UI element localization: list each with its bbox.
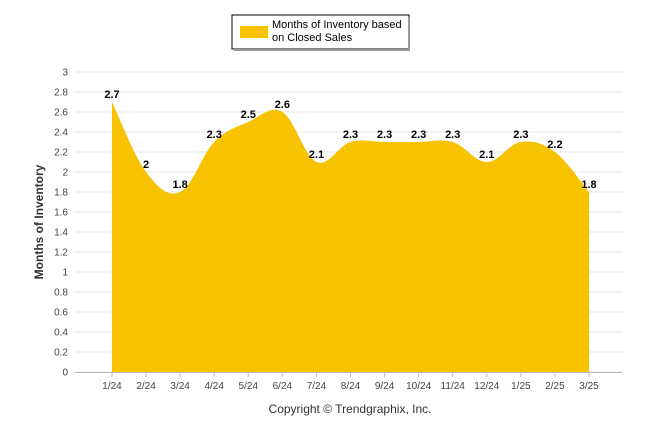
data-label: 1.8 bbox=[172, 179, 187, 191]
x-tick-label: 10/24 bbox=[406, 381, 431, 392]
data-label: 2.3 bbox=[207, 129, 222, 141]
y-tick-label: 2.6 bbox=[54, 108, 68, 119]
data-labels: 2.7 2 1.8 2.3 2.5 2.6 2.1 2.3 2.3 2.3 2.3 2.1 2.3 2.2… bbox=[104, 89, 596, 191]
y-tick-label: 2.2 bbox=[54, 148, 68, 159]
copyright-footer: Copyright © Trendgraphix, Inc. bbox=[269, 402, 432, 416]
y-tick-label: 2.8 bbox=[54, 88, 68, 99]
y-tick-label: 1.8 bbox=[54, 188, 68, 199]
data-label: 2 bbox=[143, 159, 149, 171]
x-tick-label: 9/24 bbox=[375, 381, 395, 392]
area-series bbox=[112, 102, 589, 372]
x-tick-label: 2/25 bbox=[545, 381, 565, 392]
legend-swatch bbox=[240, 26, 268, 38]
y-tick-label: 0.2 bbox=[54, 348, 68, 359]
x-tick-label: 6/24 bbox=[273, 381, 293, 392]
y-tick-label: 0.4 bbox=[54, 328, 68, 339]
x-tick-label: 3/24 bbox=[170, 381, 190, 392]
data-label: 2.1 bbox=[479, 149, 494, 161]
data-label: 2.3 bbox=[411, 129, 426, 141]
x-tick-label: 8/24 bbox=[341, 381, 361, 392]
y-tick-label: 2 bbox=[62, 168, 68, 179]
data-label: 2.3 bbox=[445, 129, 460, 141]
area-fill bbox=[112, 102, 589, 372]
x-tick-labels: 1/24 2/24 3/24 4/24 5/24 6/24 7/24 8/24 9/24 10/2… bbox=[102, 381, 599, 392]
x-tick-label: 11/24 bbox=[441, 381, 466, 392]
x-tick-label: 3/25 bbox=[579, 381, 599, 392]
y-axis-label: Months of Inventory bbox=[32, 164, 46, 279]
data-label: 2.2 bbox=[547, 139, 562, 151]
y-tick-label: 3 bbox=[62, 68, 68, 79]
data-label: 2.1 bbox=[309, 149, 324, 161]
y-tick-label: 1.2 bbox=[54, 248, 68, 259]
x-tick-label: 2/24 bbox=[136, 381, 156, 392]
data-label: 2.7 bbox=[104, 89, 119, 101]
y-tick-labels: 0 0.2 0.4 0.6 0.8 1 1.2 1.4 1.6 1.8 2 2.2 2.4 2.6 2.8 3 bbox=[54, 68, 68, 379]
data-label: 2.6 bbox=[275, 99, 290, 111]
x-tick-label: 1/25 bbox=[511, 381, 531, 392]
x-tick-label: 1/24 bbox=[102, 381, 122, 392]
y-tick-label: 1.4 bbox=[54, 228, 68, 239]
x-axis bbox=[75, 372, 622, 377]
legend-label-line-2: on Closed Sales bbox=[272, 32, 353, 44]
data-label: 2.3 bbox=[343, 129, 358, 141]
x-tick-label: 12/24 bbox=[474, 381, 499, 392]
x-tick-label: 4/24 bbox=[204, 381, 224, 392]
data-label: 2.3 bbox=[513, 129, 528, 141]
y-tick-label: 0.8 bbox=[54, 288, 68, 299]
x-tick-label: 5/24 bbox=[239, 381, 259, 392]
legend-label-line-1: Months of Inventory based bbox=[272, 19, 402, 31]
data-label: 1.8 bbox=[581, 179, 596, 191]
y-tick-label: 1 bbox=[62, 268, 68, 279]
y-tick-label: 1.6 bbox=[54, 208, 68, 219]
y-tick-label: 0.6 bbox=[54, 308, 68, 319]
legend: Months of Inventory based on Closed Sale… bbox=[231, 14, 410, 51]
data-label: 2.3 bbox=[377, 129, 392, 141]
y-tick-label: 2.4 bbox=[54, 128, 68, 139]
y-tick-label: 0 bbox=[62, 368, 68, 379]
x-tick-label: 7/24 bbox=[307, 381, 327, 392]
data-label: 2.5 bbox=[241, 109, 256, 121]
